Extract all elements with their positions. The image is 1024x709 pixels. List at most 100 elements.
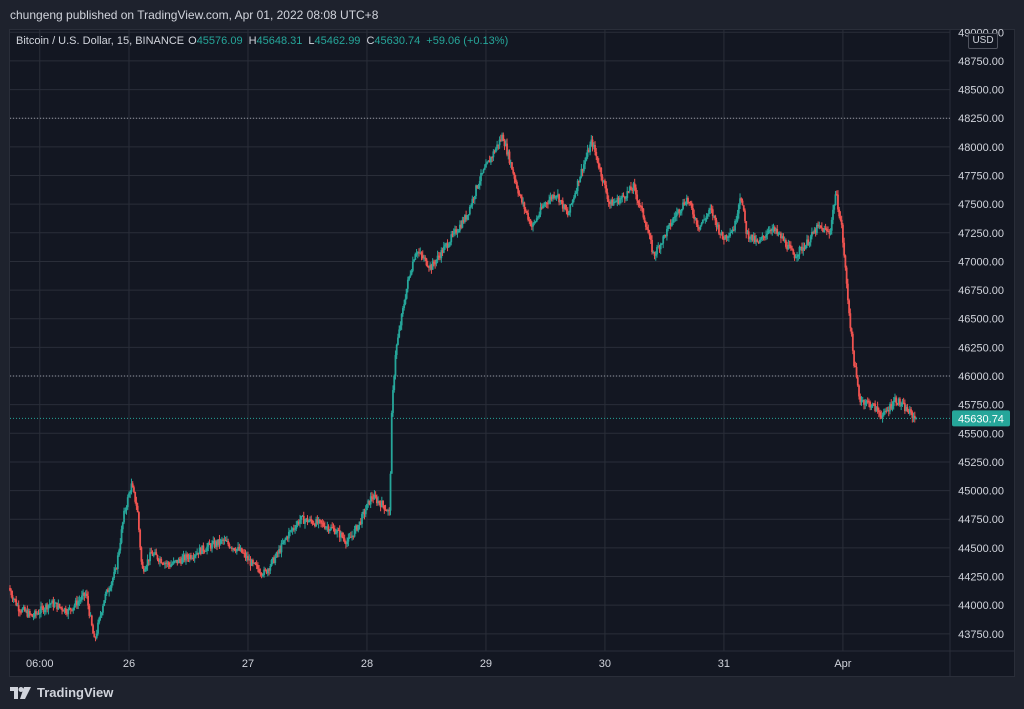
candle-body (325, 527, 327, 529)
candle-body (911, 411, 914, 418)
candle-body (465, 215, 468, 220)
candle-body (698, 227, 701, 230)
candle-body (745, 221, 748, 234)
candle-body (97, 622, 99, 634)
candle-body (442, 246, 445, 253)
candle-body (547, 203, 549, 205)
candle-body (214, 541, 217, 547)
low-value: 45462.99 (314, 35, 361, 47)
candle-body (840, 219, 843, 225)
candle-body (773, 227, 776, 232)
candle-body (716, 224, 719, 228)
candle-body (392, 390, 394, 413)
candle-body (784, 240, 787, 247)
candle-body (730, 231, 733, 234)
time-axis[interactable]: 06:00 26 27 28 29 30 31 Apr (26, 658, 852, 670)
candle-body (739, 198, 741, 205)
candle-body (318, 519, 321, 521)
candle-body (226, 540, 228, 542)
candle-body (271, 557, 274, 561)
candle-body (699, 225, 702, 230)
publish-header: chungeng published on TradingView.com, A… (0, 0, 1024, 30)
candle-body (714, 215, 717, 221)
candle-body (853, 350, 855, 366)
candle-body (633, 183, 636, 188)
candle-body (180, 560, 182, 564)
candle-body (558, 194, 560, 203)
candle-body (138, 512, 140, 530)
candle-body (477, 184, 480, 189)
tradingview-logo[interactable]: TradingView (10, 685, 113, 700)
candle-body (493, 151, 496, 153)
candle-body (570, 203, 573, 205)
candle-body (426, 265, 429, 267)
candle-body (618, 199, 621, 204)
candle-body (555, 195, 558, 197)
currency-unit[interactable]: USD (968, 33, 998, 49)
candle-body (700, 223, 703, 226)
candle-body (285, 537, 288, 540)
candle-body (844, 255, 847, 268)
candle-body (798, 246, 801, 255)
candle-body (788, 244, 791, 246)
candle-body (410, 270, 413, 275)
candle-body (889, 403, 891, 412)
candle-body (371, 496, 373, 498)
chart-frame[interactable] (9, 29, 1015, 677)
candle-body (501, 134, 503, 140)
reference-lines (10, 117, 950, 419)
candle-body (248, 559, 251, 561)
candle-body (663, 234, 666, 237)
candle-body (188, 555, 191, 560)
candle-body (166, 562, 169, 564)
candle-body (164, 562, 166, 565)
candle-body (835, 194, 838, 196)
candle-body (123, 510, 125, 523)
candle-body (103, 600, 106, 606)
price-axis[interactable]: 43750.00 44000.00 44250.00 44500.00 44750.00… (958, 27, 1004, 641)
x-tick-label: 27 (242, 658, 254, 670)
candle-body (423, 257, 425, 259)
candle-body (186, 554, 189, 558)
candle-body (786, 246, 789, 250)
candle-body (249, 559, 252, 566)
candle-body (430, 264, 433, 270)
candle-body (150, 552, 153, 554)
candle-body (654, 254, 657, 256)
y-tick-label: 48750.00 (958, 56, 1004, 68)
candle-body (492, 151, 495, 158)
candle-body (595, 151, 598, 157)
candle-body (864, 403, 867, 405)
candle-body (380, 500, 383, 508)
candle-body (278, 549, 280, 554)
candle-body (678, 209, 681, 214)
candle-body (390, 412, 393, 474)
candle-body (885, 410, 888, 412)
candle-body (256, 564, 259, 569)
y-tick-label: 44250.00 (958, 572, 1004, 584)
candle-body (135, 501, 138, 506)
candle-body (35, 611, 37, 614)
candle-body (792, 249, 795, 255)
candle-body (684, 204, 687, 206)
candle-body (695, 218, 698, 225)
candle-body (863, 400, 865, 405)
candle-body (232, 548, 235, 550)
candle-body (250, 560, 253, 566)
candle-body (144, 569, 147, 572)
candle-body (270, 560, 273, 567)
candle-body (861, 400, 864, 402)
candle-body (63, 608, 66, 612)
candle-body (705, 215, 708, 220)
candle-body (761, 235, 764, 239)
candle-body (827, 231, 829, 233)
candle-body (670, 222, 673, 226)
candle-body (706, 213, 709, 216)
candle-body (219, 539, 222, 544)
candle-body (872, 403, 875, 405)
candle-body (90, 615, 93, 626)
candle-body (139, 529, 142, 548)
candle-body (851, 333, 854, 351)
candle-body (520, 196, 523, 203)
